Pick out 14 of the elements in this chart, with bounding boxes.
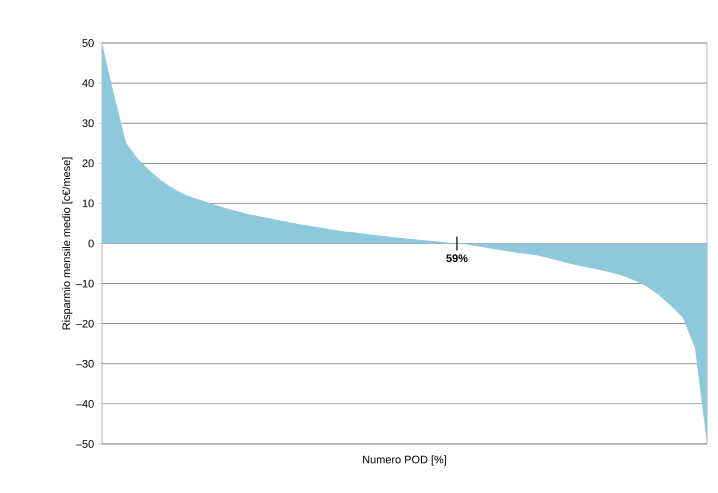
y-tick-label: –20 bbox=[76, 320, 94, 328]
y-tick-label: 40 bbox=[82, 79, 94, 87]
x-axis-title: Numero POD [%] bbox=[363, 455, 446, 466]
y-tick-label: –40 bbox=[76, 400, 94, 408]
y-tick-label: 20 bbox=[82, 159, 94, 168]
y-tick-label: 0 bbox=[88, 240, 94, 248]
annotation: 59% bbox=[446, 254, 468, 262]
y-tick-label: –30 bbox=[76, 360, 94, 368]
y-axis-title: Risparmio mensile medio [c€/mese] bbox=[62, 158, 72, 330]
y-tick-label: 10 bbox=[82, 200, 94, 208]
y-tick-label: 50 bbox=[82, 39, 94, 47]
y-tick-label: 30 bbox=[82, 119, 94, 128]
y-tick-label: –50 bbox=[76, 440, 94, 448]
y-tick-label: –10 bbox=[76, 280, 94, 288]
